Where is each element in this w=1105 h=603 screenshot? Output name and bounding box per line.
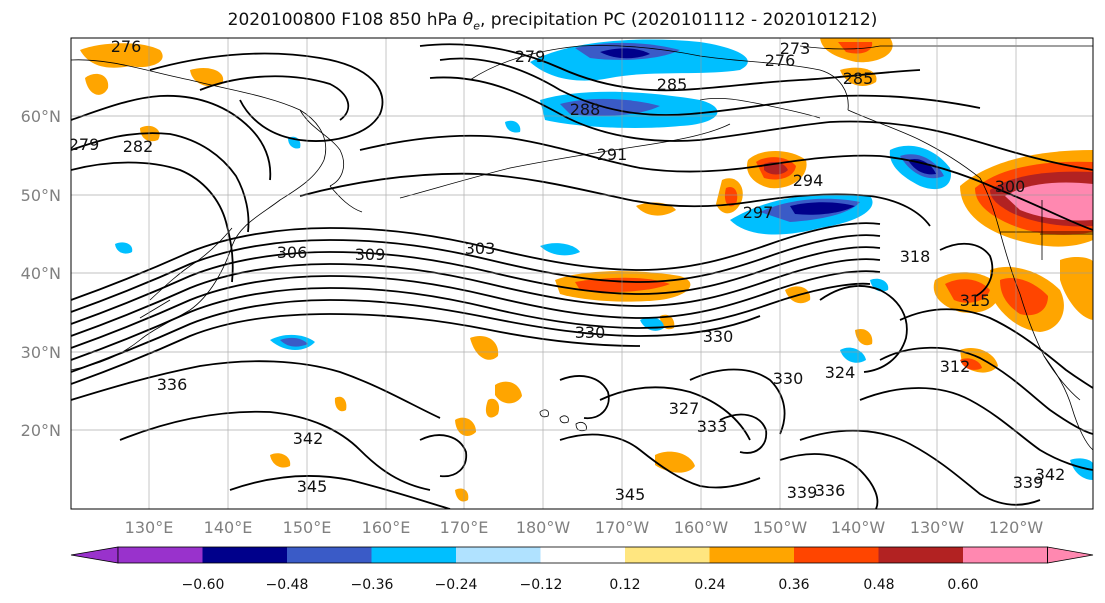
contour-label: 300 [995, 177, 1026, 196]
lon-label: 160°W [674, 518, 729, 537]
lon-label: 150°E [283, 518, 332, 537]
contour-label: 330 [575, 323, 606, 342]
colorbar-bin [371, 547, 457, 563]
lon-label: 130°E [125, 518, 174, 537]
colorbar-bin [456, 547, 541, 563]
contour-label: 285 [657, 75, 688, 94]
map-frame [70, 37, 1094, 510]
colorbar-bin [625, 547, 710, 563]
lat-label: 20°N [21, 421, 61, 440]
lon-label: 170°W [595, 518, 650, 537]
contour-label: 297 [743, 203, 774, 222]
contour-label: 282 [123, 137, 154, 156]
colorbar-tick-label: −0.24 [435, 577, 478, 593]
colorbar-tick-label: 0.48 [863, 577, 894, 593]
lon-label: 160°E [362, 518, 411, 537]
title-suffix: , precipitation PC (2020101112 - 2020101… [479, 10, 878, 30]
colorbar-tick-label: −0.12 [520, 577, 563, 593]
contour-label: 273 [780, 39, 811, 58]
contour-label: 339 [787, 483, 818, 502]
colorbar-tick-label: 0.24 [694, 577, 725, 593]
contour-label: 327 [669, 399, 700, 418]
contour-label: 336 [815, 481, 846, 500]
gridlines [71, 38, 1093, 509]
contour-label: 318 [900, 247, 931, 266]
colorbar-ticks: −0.60 −0.48 −0.36 −0.24 −0.12 0.12 0.24 … [182, 577, 979, 593]
lat-label: 50°N [21, 186, 61, 205]
colorbar-tick-label: −0.48 [266, 577, 309, 593]
contour-label: 315 [960, 291, 991, 310]
lon-label: 180°W [516, 518, 571, 537]
colorbar-tick-label: −0.36 [351, 577, 394, 593]
colorbar-tick-label: −0.60 [182, 577, 225, 593]
contour-label: 294 [793, 171, 824, 190]
colorbar-bin [878, 547, 964, 563]
lon-label: 120°W [989, 518, 1044, 537]
lat-label: 60°N [21, 107, 61, 126]
colorbar-tick-label: 0.12 [609, 577, 640, 593]
lat-label: 30°N [21, 343, 61, 362]
colorbar-bin [540, 547, 626, 563]
colorbar-bin [202, 547, 288, 563]
colorbar-bin [287, 547, 372, 563]
colorbar-extend-low [70, 546, 119, 564]
lon-label: 130°W [910, 518, 965, 537]
colorbar-extend-high [1047, 546, 1094, 564]
colorbar-bin [794, 547, 879, 563]
colorbar [70, 546, 1094, 564]
contour-label: 330 [773, 369, 804, 388]
contour-label: 279 [69, 135, 100, 154]
contour-label: 336 [157, 375, 188, 394]
longitude-labels: 130°E 140°E 150°E 160°E 170°E 180°W 170°… [125, 518, 1044, 537]
contour-label: 333 [697, 417, 728, 436]
contour-label: 291 [597, 145, 628, 164]
contour-label: 276 [765, 51, 796, 70]
colorbar-bin [963, 547, 1048, 563]
contour-label: 345 [615, 485, 646, 504]
contour-label: 339 [1013, 473, 1044, 492]
contour-label: 279 [515, 47, 546, 66]
theta-e-contours [71, 43, 1093, 509]
contour-label: 306 [277, 243, 308, 262]
contour-label: 276 [111, 37, 142, 56]
contour-label: 345 [297, 477, 328, 496]
lon-label: 140°W [831, 518, 886, 537]
lon-label: 170°E [440, 518, 489, 537]
colorbar-bin [709, 547, 795, 563]
latitude-labels: 60°N 50°N 40°N 30°N 20°N [21, 107, 61, 440]
contour-label: 285 [843, 69, 874, 88]
contour-label: 303 [465, 239, 496, 258]
contour-label: 309 [355, 245, 386, 264]
colorbar-tick-label: 0.36 [778, 577, 809, 593]
lon-label: 150°W [753, 518, 808, 537]
colorbar-bin [118, 547, 203, 563]
title-prefix: 2020100800 F108 850 hPa [227, 10, 463, 30]
colorbar-frame [117, 546, 1048, 564]
map-title: 2020100800 F108 850 hPa θe, precipitatio… [0, 10, 1105, 32]
contour-label: 288 [570, 100, 601, 119]
lat-label: 40°N [21, 264, 61, 283]
contour-label: 330 [703, 327, 734, 346]
contour-label: 312 [940, 357, 971, 376]
contour-label: 342 [1035, 465, 1066, 484]
title-theta: θe [462, 10, 480, 33]
lon-label: 140°E [204, 518, 253, 537]
contour-label: 342 [293, 429, 324, 448]
contour-label: 324 [825, 363, 856, 382]
colorbar-tick-label: 0.60 [947, 577, 978, 593]
